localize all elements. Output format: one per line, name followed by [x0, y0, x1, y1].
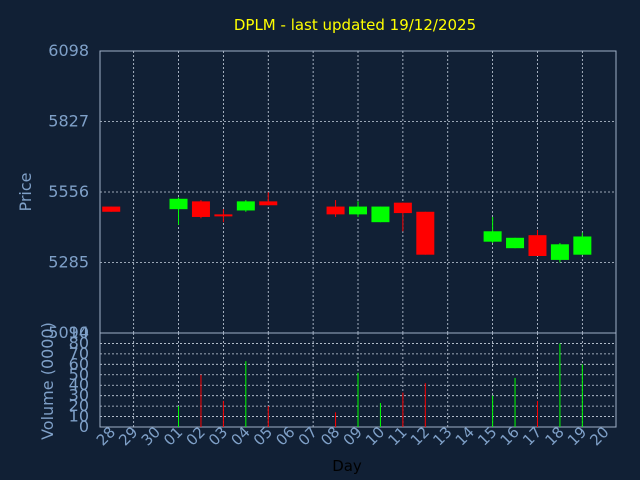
price-tick-label: 5014: [48, 323, 89, 342]
candle-body: [528, 235, 547, 256]
candle-body: [349, 206, 367, 215]
volume-tick-label: 30: [69, 386, 89, 405]
candle-body: [550, 244, 569, 260]
x-axis: 2829300102030405060708091011121314151617…: [93, 423, 613, 449]
volume-tick-label: 80: [69, 333, 89, 352]
price-axis-label: Price: [16, 172, 35, 211]
price-tick-label: 6098: [48, 41, 89, 60]
candle-body: [169, 198, 188, 210]
volume-tick-label: 50: [69, 365, 89, 384]
volume-tick-label: 60: [69, 354, 89, 373]
volume-tick-label: 90: [69, 323, 89, 342]
volume-tick-label: 40: [69, 375, 89, 394]
candle-body: [483, 231, 502, 242]
candle-body: [371, 206, 390, 223]
candle-body: [573, 236, 592, 255]
price-tick-label: 5827: [48, 112, 89, 131]
volume-tick-label: 20: [69, 396, 89, 415]
candle-body: [326, 206, 345, 215]
candle-body: [236, 201, 255, 211]
candle-body: [102, 206, 121, 212]
volume-axis-label: Volume (0000): [38, 322, 57, 440]
candle-body: [416, 211, 435, 255]
volume-tick-label: 70: [69, 344, 89, 363]
volume-tick-label: 0: [79, 417, 89, 436]
chart-title: DPLM - last updated 19/12/2025: [234, 16, 476, 34]
volume-tick-label: 10: [69, 407, 89, 426]
candle-body: [259, 201, 278, 206]
candle-body: [506, 237, 525, 249]
price-tick-label: 5285: [48, 253, 89, 272]
candle-body: [393, 202, 412, 214]
candle-body: [214, 214, 233, 217]
price-tick-label: 5556: [48, 182, 89, 201]
x-axis-label: Day: [332, 457, 362, 475]
candle-body: [191, 201, 210, 217]
